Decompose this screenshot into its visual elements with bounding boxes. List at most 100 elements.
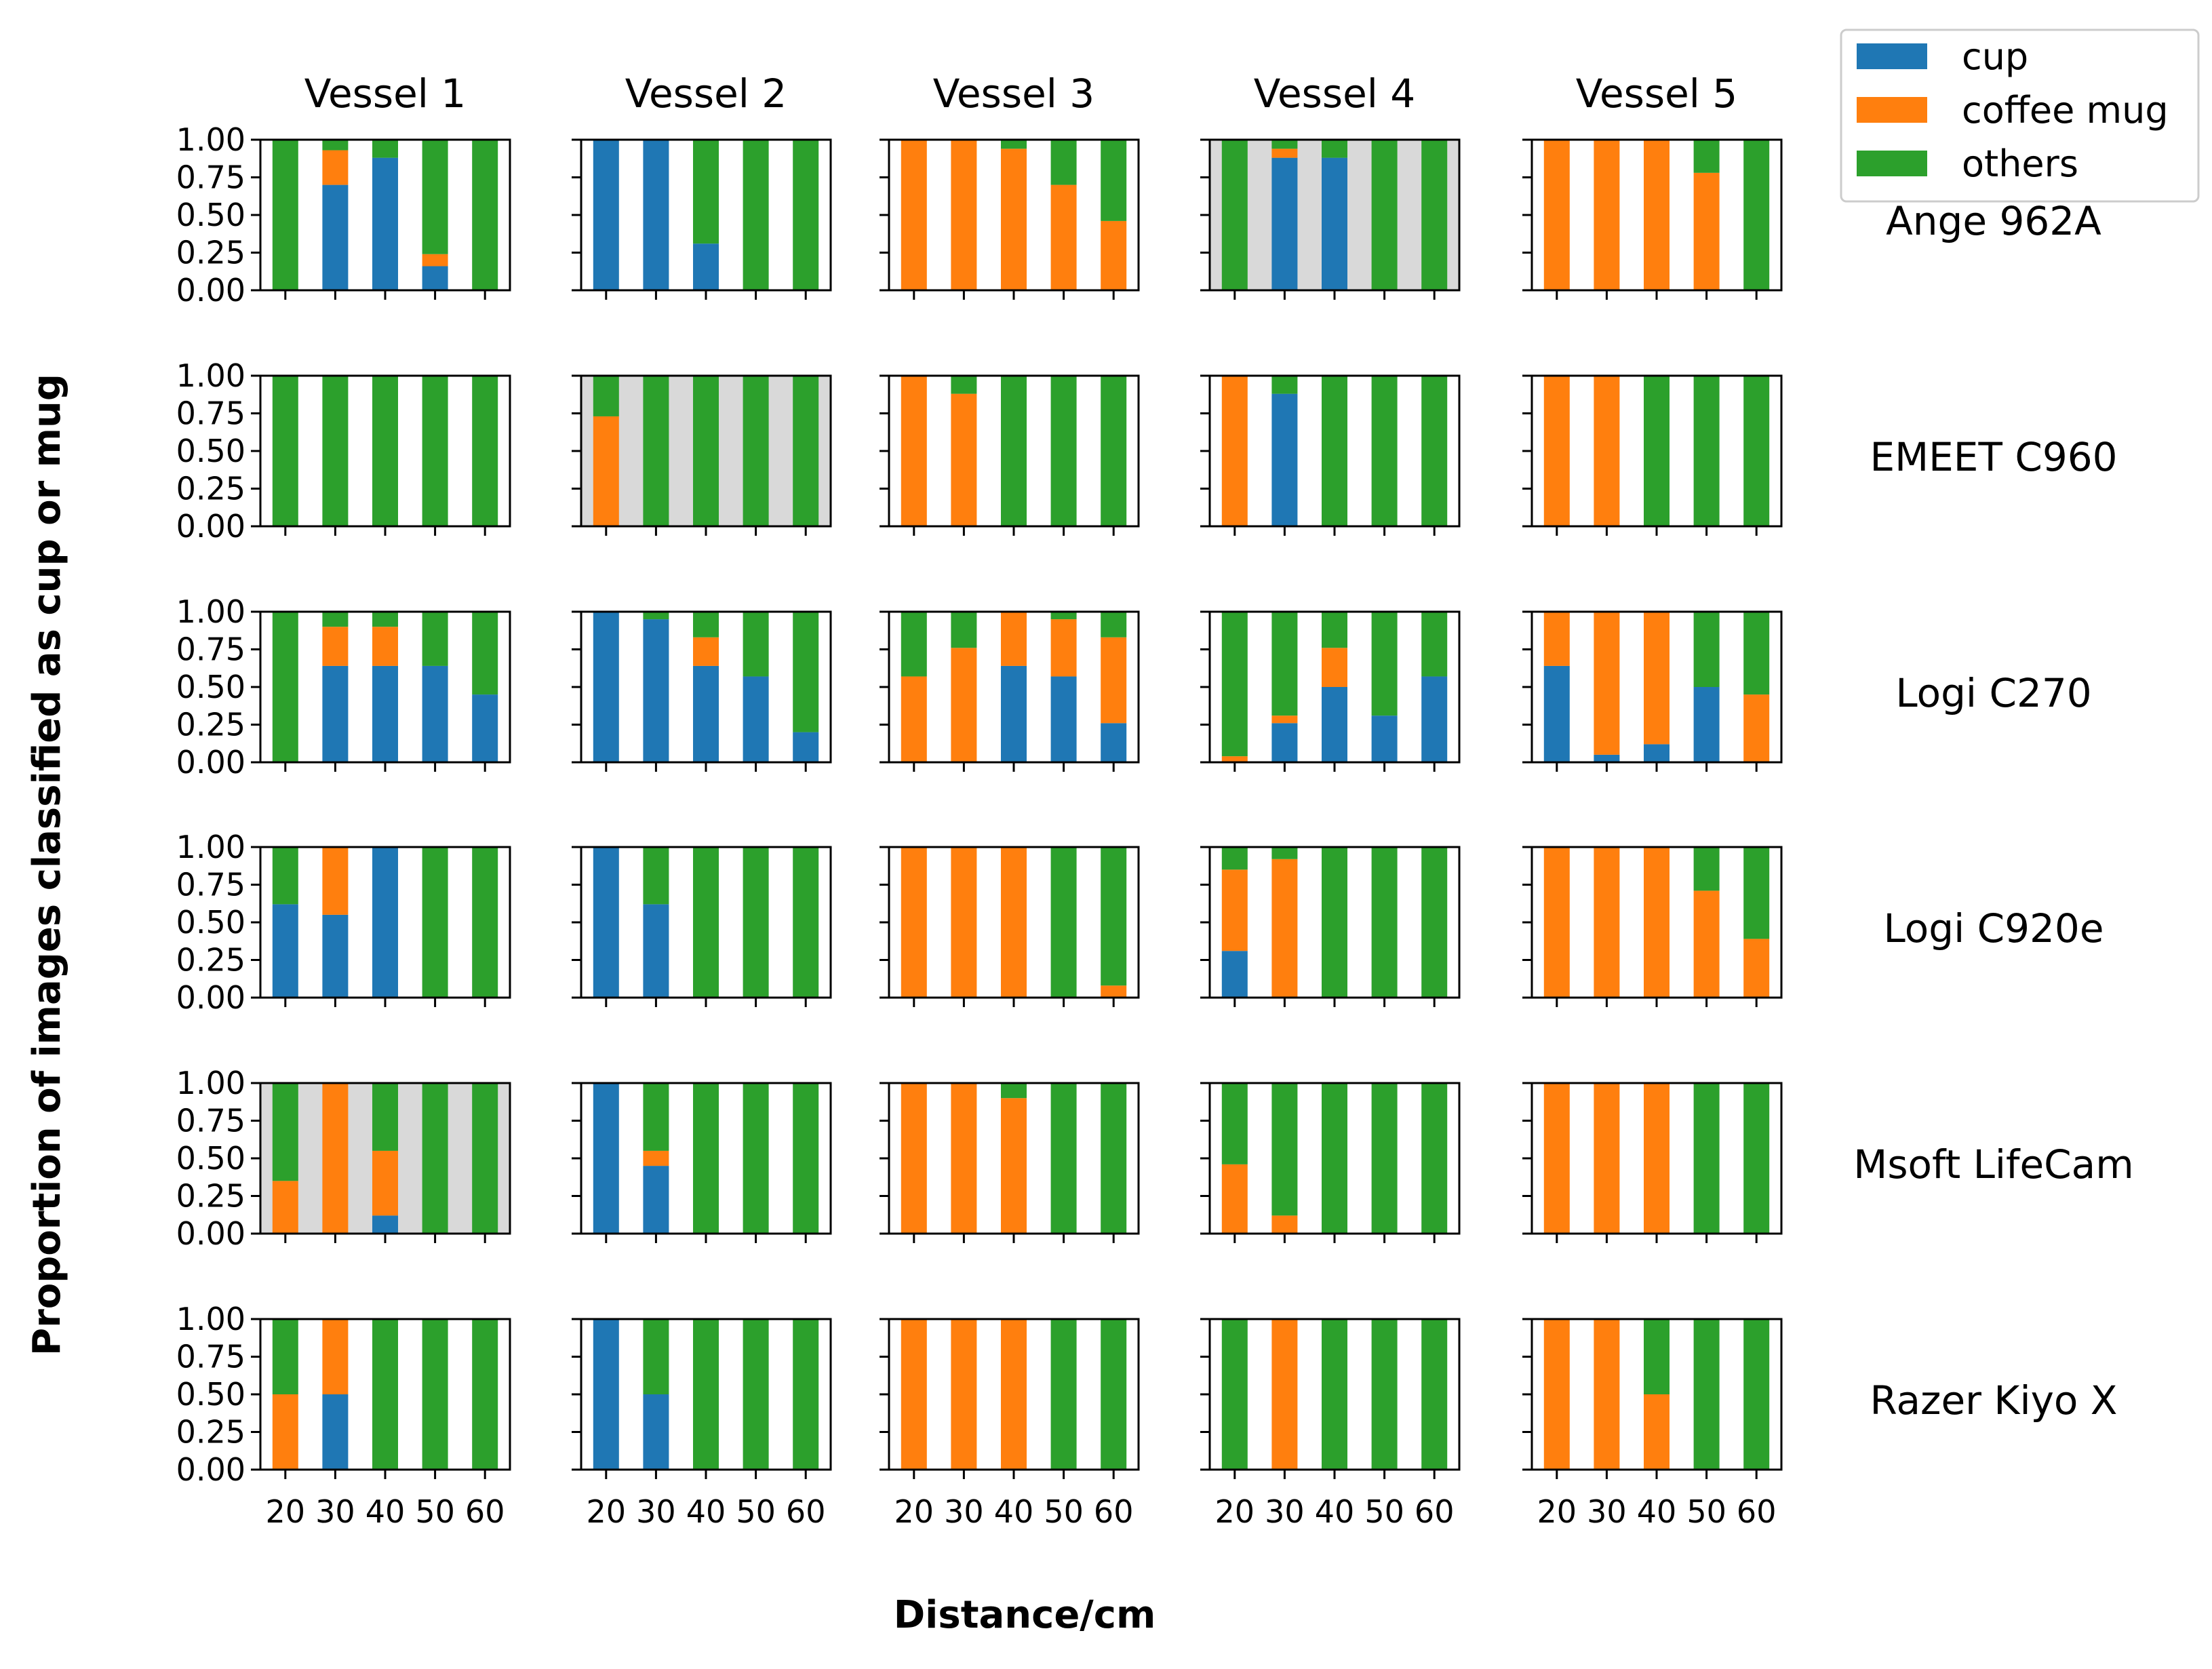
panel-emeet-c960-vessel-1: 0.000.250.500.751.00 [176,357,511,545]
bar-others-50 [1371,847,1398,998]
x-tick-label-20: 20 [266,1493,306,1530]
bar-coffee-mug-30 [951,393,977,526]
y-tick-label-1-00: 1.00 [176,357,245,394]
panel-logi-c920e-vessel-5 [1522,846,1783,1007]
legend: cup coffee mug others [1840,28,2200,203]
column-title-vessel-5: Vessel 5 [1576,71,1737,117]
bar-coffee-mug-30 [643,1150,669,1166]
y-tick-label-0-00: 0.00 [176,272,245,309]
panel-msoft-lifecam-vessel-4 [1200,1082,1461,1243]
x-tick-label-40: 40 [994,1493,1034,1530]
y-tick-label-0-25: 0.25 [176,235,245,271]
bar-others-60 [793,612,819,732]
y-tick-label-0-50: 0.50 [176,1140,245,1177]
bar-others-50 [743,1083,769,1234]
y-tick-label-0-50: 0.50 [176,669,245,705]
bar-others-50 [422,612,448,666]
bar-others-40 [1322,1083,1347,1234]
y-tick-label-1-00: 1.00 [176,1065,245,1101]
bar-coffee-mug-20 [1543,140,1570,290]
bar-coffee-mug-30 [1594,140,1620,290]
bar-coffee-mug-40 [1001,149,1027,290]
x-tick-label-60: 60 [465,1493,505,1530]
bar-coffee-mug-40 [372,627,398,666]
bar-others-20 [1221,1319,1248,1470]
bar-others-30 [643,1083,669,1151]
bar-others-40 [1001,140,1027,149]
panel-ange-962a-vessel-5 [1522,138,1783,300]
y-tick-label-0-75: 0.75 [176,159,245,196]
y-tick-label-0-25: 0.25 [176,707,245,743]
x-tick-label-20: 20 [587,1493,627,1530]
row-title-logi-c270: Logi C270 [1895,670,2091,716]
bar-coffee-mug-40 [372,1150,398,1216]
bar-others-40 [1644,376,1670,526]
panel-ange-962a-vessel-1: 0.000.250.500.751.00 [176,121,511,309]
x-tick-label-20: 20 [894,1493,934,1530]
bar-others-40 [1322,376,1347,526]
panel-razer-kiyo-x-vessel-3: 20 30 40 50 60 [880,1318,1140,1530]
bar-coffee-mug-30 [951,140,977,290]
bar-others-50 [1050,1083,1077,1234]
bar-others-50 [1050,1319,1077,1470]
bar-others-50 [1693,1319,1720,1470]
y-tick-label-1-00: 1.00 [176,829,245,865]
panel-emeet-c960-vessel-3 [880,374,1140,536]
bar-coffee-mug-30 [1271,149,1298,158]
bar-cup-40 [693,665,719,762]
bar-cup-50 [1371,715,1398,762]
bar-others-40 [1322,612,1347,648]
bar-cup-30 [643,140,669,290]
bar-cup-30 [1594,754,1620,762]
bar-coffee-mug-20 [901,140,927,290]
x-tick-label-30: 30 [1587,1493,1627,1530]
panel-logi-c920e-vessel-2 [572,846,832,1007]
x-tick-label-30: 30 [944,1493,984,1530]
y-axis-title: Proportion of images classified as cup o… [25,374,69,1356]
bar-others-60 [793,847,819,998]
legend-swatch-cup [1857,43,1927,69]
bar-others-40 [1001,1083,1027,1099]
bar-others-50 [422,847,448,998]
bar-others-50 [1693,140,1720,173]
panel-logi-c920e-vessel-4 [1200,846,1461,1007]
bar-others-60 [472,847,498,998]
x-tick-label-50: 50 [415,1493,455,1530]
bar-others-50 [1693,1083,1720,1234]
bar-others-40 [693,612,719,637]
panel-msoft-lifecam-vessel-3 [880,1082,1140,1243]
y-tick-label-0-50: 0.50 [176,904,245,941]
bar-cup-20 [593,140,619,290]
bar-others-50 [422,1083,448,1234]
y-tick-label-0-00: 0.00 [176,744,245,781]
bar-others-20 [272,376,298,526]
bar-coffee-mug-60 [1743,939,1770,998]
legend-label-coffee-mug: coffee mug [1962,89,2169,132]
bar-cup-40 [372,847,398,998]
bar-others-40 [693,1319,719,1470]
x-tick-label-40: 40 [1315,1493,1355,1530]
legend-frame [1840,28,2200,203]
bar-coffee-mug-40 [1001,1098,1027,1234]
bar-others-60 [472,612,498,695]
x-tick-label-30: 30 [315,1493,355,1530]
bar-coffee-mug-40 [1644,612,1670,745]
bar-cup-30 [322,1394,349,1470]
bar-others-60 [1421,1319,1448,1470]
bar-others-50 [1050,847,1077,998]
column-title-vessel-2: Vessel 2 [625,71,787,117]
x-axis-title: Distance/cm [894,1593,1156,1637]
bar-others-20 [593,376,619,416]
bar-others-50 [422,1319,448,1470]
panel-logi-c270-vessel-4 [1200,610,1461,772]
bar-others-60 [1101,1319,1127,1470]
panel-logi-c270-vessel-5 [1522,610,1783,772]
panel-ange-962a-vessel-2 [572,138,832,300]
row-title-emeet-c960: EMEET C960 [1870,434,2117,480]
bar-coffee-mug-20 [1221,376,1248,526]
bar-coffee-mug-50 [1693,172,1720,290]
bar-others-50 [1371,1083,1398,1234]
bar-coffee-mug-40 [1322,648,1347,687]
bar-others-20 [1221,612,1248,757]
bar-coffee-mug-20 [272,1181,298,1234]
